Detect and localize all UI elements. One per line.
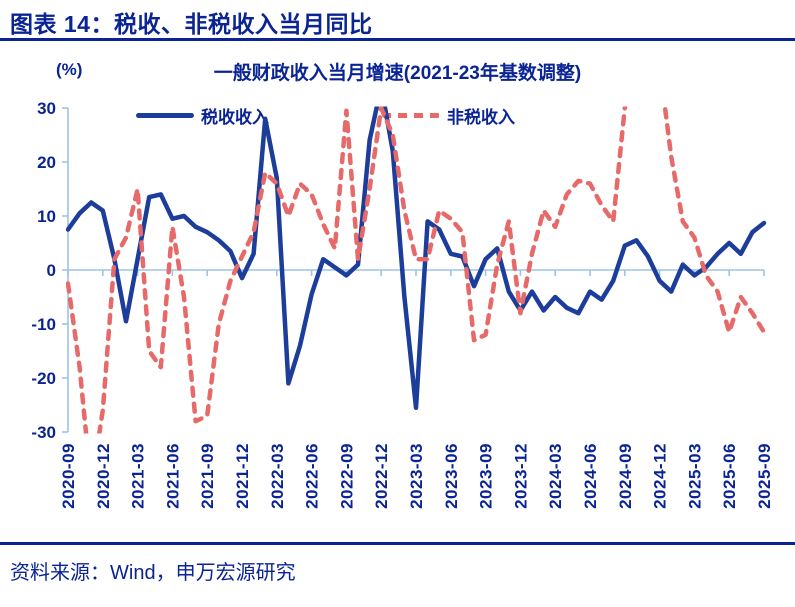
- x-tick-label: 2021-09: [198, 443, 217, 509]
- footer-rule: [0, 542, 795, 545]
- legend-item-nontax-revenue: 非税收入: [382, 104, 515, 127]
- legend-label-nontax-revenue: 非税收入: [447, 107, 515, 127]
- tax-revenue-line: [66, 106, 767, 410]
- chart-title: 一般财政收入当月增速(2021-23年基数调整): [213, 63, 582, 84]
- x-tick-label: 2023-12: [511, 443, 530, 509]
- x-tick-label: 2022-03: [268, 443, 287, 509]
- nontax-revenue-line: [66, 106, 767, 434]
- x-tick-label: 2022-09: [337, 443, 356, 509]
- y-tick-label: 10: [37, 207, 56, 226]
- title-underline: [0, 38, 795, 41]
- x-tick-label: 2023-09: [477, 443, 496, 509]
- y-tick-label: 20: [37, 153, 56, 172]
- x-tick-label: 2021-06: [163, 443, 182, 509]
- legend: 税收收入 非税收入: [0, 104, 795, 127]
- y-tick-label: -10: [31, 315, 56, 334]
- x-tick-label: 2024-12: [651, 443, 670, 509]
- y-axis-unit-label: (%): [56, 60, 83, 79]
- x-tick-label: 2024-09: [616, 443, 635, 509]
- x-tick-label: 2021-03: [129, 443, 148, 509]
- y-tick-label: -20: [31, 369, 56, 388]
- page-title: 图表 14：税收、非税收入当月同比: [10, 11, 373, 37]
- y-tick-label: 30: [37, 99, 56, 118]
- x-tick-label: 2024-06: [581, 443, 600, 509]
- x-tick-label: 2021-12: [233, 443, 252, 509]
- dashed-line-swatch-icon: [382, 112, 440, 118]
- y-tick-label: 0: [47, 261, 56, 280]
- solid-line-swatch-icon: [136, 112, 194, 118]
- x-tick-label: 2020-09: [59, 443, 78, 509]
- x-tick-label: 2025-03: [685, 443, 704, 509]
- x-tick-label: 2023-03: [407, 443, 426, 509]
- source-note: 资料来源：Wind，申万宏源研究: [10, 562, 296, 584]
- x-tick-label: 2025-09: [755, 443, 774, 509]
- legend-label-tax-revenue: 税收收入: [201, 107, 269, 127]
- x-tick-label: 2022-06: [303, 443, 322, 509]
- y-tick-label: -30: [31, 423, 56, 442]
- legend-item-tax-revenue: 税收收入: [136, 104, 269, 127]
- x-tick-label: 2022-12: [372, 443, 391, 509]
- x-tick-label: 2024-03: [546, 443, 565, 509]
- x-tick-label: 2025-06: [720, 443, 739, 509]
- x-tick-label: 2020-12: [94, 443, 113, 509]
- x-tick-label: 2023-06: [442, 443, 461, 509]
